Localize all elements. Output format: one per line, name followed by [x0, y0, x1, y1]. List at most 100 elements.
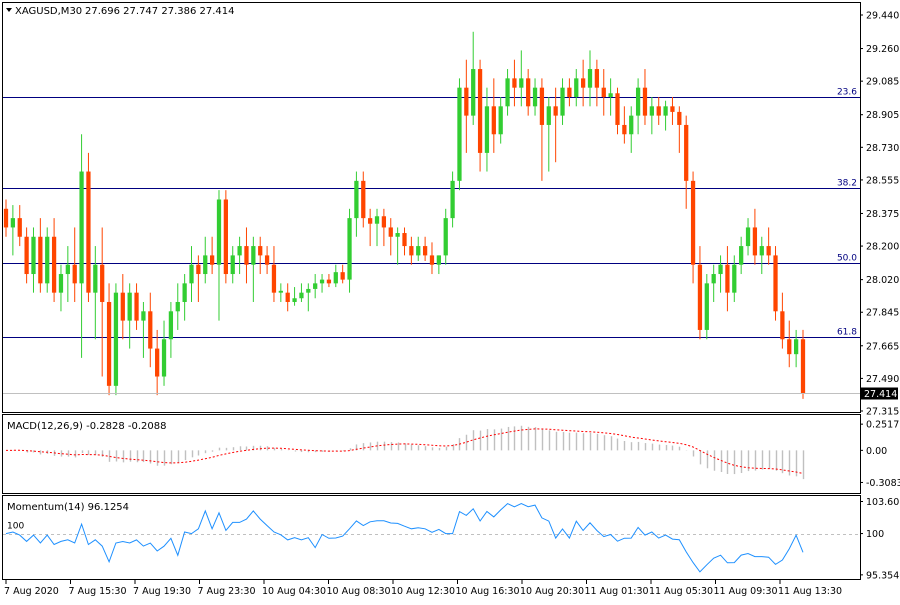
candle-body [759, 246, 764, 256]
candle-body [86, 171, 91, 293]
candle-body [65, 264, 70, 275]
candle-body [642, 87, 648, 116]
candle-body [45, 236, 50, 284]
candle-body [381, 216, 387, 228]
price-axis-label: 27.845 [866, 308, 899, 319]
candle-body [793, 339, 799, 355]
candle-body [93, 264, 98, 293]
candle-body [532, 87, 538, 107]
candle-body [725, 264, 730, 293]
price-axis-label: 28.730 [866, 143, 899, 154]
candle-body [388, 227, 393, 237]
candle-body [711, 274, 716, 284]
candle-body [189, 264, 194, 284]
candle-body [285, 292, 290, 302]
candle-body [79, 171, 84, 284]
candle-body [134, 292, 139, 321]
symbol-label: XAGUSD,M30 [15, 6, 82, 17]
candle-body [649, 106, 654, 116]
ohlc-readout: 27.696 27.747 27.386 27.414 [85, 6, 235, 17]
time-axis-label: 10 Aug 20:30 [520, 586, 584, 597]
macd-label: MACD(12,26,9) -0.2828 -0.2088 [7, 421, 167, 432]
candle-body [471, 69, 476, 116]
candle-body [436, 255, 441, 265]
candle-body [491, 106, 496, 135]
candle-body [271, 264, 277, 293]
macd-indicator: 0.2517 0.00 -0.3083 [5, 420, 900, 489]
candle-body [319, 279, 325, 284]
candle-body [560, 87, 565, 116]
time-axis-label: 10 Aug 04:30 [262, 586, 326, 597]
candle-body [175, 301, 180, 312]
candle-body [368, 218, 373, 224]
candle-body [690, 180, 696, 265]
candle-body [161, 339, 167, 377]
candle-body [313, 283, 318, 289]
candle-body [581, 78, 586, 88]
time-axis-label: 7 Aug 23:30 [198, 586, 256, 597]
candle-body [635, 87, 641, 116]
time-axis-label: 10 Aug 16:30 [456, 586, 520, 597]
candle-body [72, 264, 77, 284]
momentum-axis-label: 103.6071 [866, 497, 900, 508]
momentum-panel-frame [2, 495, 861, 580]
candle-body [450, 180, 455, 219]
candle-body [402, 233, 407, 247]
candle-body [326, 279, 332, 284]
price-axis: 29.440 29.260 29.085 28.905 28.730 28.555 28.3… [860, 11, 899, 418]
candle-body [498, 106, 503, 135]
candle-body [766, 246, 771, 256]
candle-body [787, 339, 792, 355]
price-axis-label: 28.555 [866, 175, 899, 186]
price-axis-label: 28.200 [866, 242, 899, 253]
candle-body [333, 272, 338, 284]
momentum-label: Momentum(14) 96.1254 [7, 502, 129, 513]
candle-body [484, 106, 490, 153]
macd-axis-label: 0.2517 [866, 420, 899, 431]
candle-body [615, 93, 620, 125]
candle-body [106, 301, 112, 386]
candle-body [663, 106, 668, 116]
candle-body [505, 78, 510, 107]
main-panel-frame [2, 2, 861, 413]
candle-body [299, 292, 304, 299]
candle-body [264, 255, 270, 265]
candle-body [800, 339, 806, 394]
candle-body [567, 87, 572, 97]
price-axis-label: 29.440 [866, 11, 899, 22]
candle-body [546, 106, 551, 125]
price-axis-label: 27.315 [866, 407, 899, 418]
time-axis-label: 7 Aug 19:30 [133, 586, 191, 597]
macd-signal-line [5, 428, 804, 474]
time-axis-label: 10 Aug 12:30 [391, 586, 455, 597]
time-axis-label: 11 Aug 01:30 [585, 586, 649, 597]
candle-body [416, 246, 421, 256]
price-axis-label: 28.375 [866, 209, 899, 220]
candle-body [223, 199, 228, 275]
candle-body [230, 255, 235, 275]
candle-body [780, 311, 785, 340]
candle-body [601, 87, 606, 97]
candle-body [113, 292, 119, 386]
candle-body [278, 290, 283, 293]
candle-body [237, 246, 242, 256]
candle-body [196, 264, 201, 275]
candle-body [519, 78, 524, 88]
candle-body [429, 255, 435, 265]
candle-body [670, 106, 675, 112]
candle-body [203, 255, 208, 275]
candle-body [127, 292, 132, 321]
candle-body [120, 292, 125, 321]
price-axis-label: 28.020 [866, 275, 899, 286]
time-axis-label: 7 Aug 15:30 [69, 586, 127, 597]
candle-body [100, 264, 105, 302]
price-axis-label: 29.085 [866, 77, 899, 88]
candle-body [526, 78, 531, 107]
time-axis-label: 10 Aug 08:30 [327, 586, 391, 597]
fib-level-label: 61.8 [837, 328, 857, 338]
price-axis-label: 27.490 [866, 374, 899, 385]
dropdown-arrow-icon[interactable] [6, 8, 12, 12]
candle-body [258, 246, 263, 256]
macd-panel-frame [2, 414, 861, 494]
